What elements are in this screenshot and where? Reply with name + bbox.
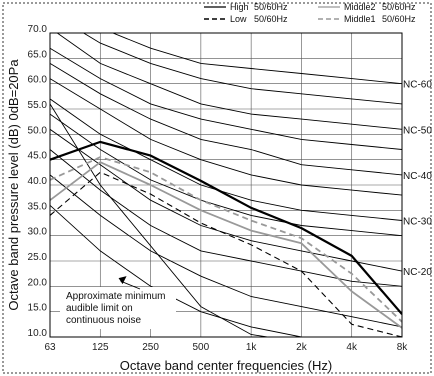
y-tick-label: 10.0 bbox=[28, 328, 48, 339]
nc-curve bbox=[50, 98, 402, 221]
legend-label: Low bbox=[230, 14, 247, 24]
nc-curve-label: NC-60 bbox=[403, 80, 432, 91]
nc-curve bbox=[50, 149, 402, 287]
x-tick-label: 500 bbox=[193, 342, 210, 353]
x-tick-label: 1k bbox=[246, 342, 258, 353]
series-lines bbox=[50, 140, 402, 337]
y-tick-label: 55.0 bbox=[28, 100, 48, 111]
y-tick-labels: 10.0 15.0 20.0 25.0 30.0 35.0 40.0 45.0 50.0 55.0… bbox=[28, 24, 48, 339]
x-tick-label: 4k bbox=[346, 342, 358, 353]
nc-curve bbox=[56, 33, 402, 130]
series-line-middle2 bbox=[50, 161, 402, 329]
y-tick-label: 45.0 bbox=[28, 151, 48, 162]
nc-curve bbox=[50, 113, 402, 237]
threshold-curve-group bbox=[50, 103, 271, 337]
y-tick-label: 50.0 bbox=[28, 125, 48, 136]
series-line-low bbox=[50, 171, 402, 337]
annotation-arrowhead bbox=[118, 276, 127, 285]
nc-curve-label: NC-50 bbox=[403, 125, 432, 136]
plot-border bbox=[49, 32, 403, 338]
nc-curve bbox=[111, 33, 402, 85]
x-tick-labels: 63 125 250 500 1k 2k 4k 8k bbox=[44, 342, 408, 353]
annotation-box bbox=[60, 287, 176, 329]
legend-suffix: 50/60Hz bbox=[382, 2, 416, 12]
legend-label: Middle2 bbox=[344, 2, 376, 12]
y-tick-label: 15.0 bbox=[28, 303, 48, 314]
threshold-curve bbox=[50, 103, 271, 337]
series-line-middle1 bbox=[50, 156, 402, 323]
series-line-high bbox=[50, 140, 402, 315]
legend-label: Middle1 bbox=[344, 14, 376, 24]
legend-suffix: 50/60Hz bbox=[254, 2, 288, 12]
annotation-arrow bbox=[120, 280, 141, 290]
annotation-text: Approximate minimum bbox=[66, 291, 165, 302]
annotation-text: audible limit on bbox=[66, 303, 133, 314]
nc-curve bbox=[82, 33, 402, 105]
legend: High 50/60Hz Low 50/60Hz Middle2 50/60Hz Middl… bbox=[204, 2, 416, 24]
nc-curve bbox=[50, 78, 402, 196]
x-tick-label: 250 bbox=[142, 342, 159, 353]
legend-suffix: 50/60Hz bbox=[382, 14, 416, 24]
x-tick-label: 2k bbox=[296, 342, 308, 353]
y-tick-label: 20.0 bbox=[28, 277, 48, 288]
nc-curve-label: NC-20 bbox=[403, 267, 432, 278]
y-tick-label: 35.0 bbox=[28, 201, 48, 212]
legend-label: High bbox=[230, 2, 249, 12]
y-tick-label: 60.0 bbox=[28, 75, 48, 86]
y-tick-label: 70.0 bbox=[28, 24, 48, 35]
nc-curve-label: NC-30 bbox=[403, 216, 432, 227]
annotation-text: continuous noise bbox=[66, 315, 141, 326]
nc-curve-labels: NC-20 NC-30 NC-40 NC-50 NC-60 bbox=[403, 80, 432, 278]
y-tick-label: 40.0 bbox=[28, 176, 48, 187]
y-tick-label: 30.0 bbox=[28, 227, 48, 238]
y-tick-label: 25.0 bbox=[28, 252, 48, 263]
x-tick-label: 125 bbox=[92, 342, 109, 353]
nc-curve bbox=[50, 63, 402, 176]
legend-suffix: 50/60Hz bbox=[254, 14, 288, 24]
nc-curve bbox=[50, 204, 304, 337]
y-tick-label: 65.0 bbox=[28, 49, 48, 60]
nc-curve bbox=[50, 47, 402, 150]
nc-curve-label: NC-40 bbox=[403, 171, 432, 182]
x-axis-title: Octave band center frequencies (Hz) bbox=[120, 358, 332, 373]
x-tick-label: 8k bbox=[397, 342, 409, 353]
x-tick-label: 63 bbox=[44, 342, 56, 353]
nc-curves bbox=[50, 33, 402, 337]
nc-curve bbox=[50, 128, 402, 272]
y-axis-title: Octave band pressure level (dB) 0dB=20Pa bbox=[6, 59, 21, 311]
